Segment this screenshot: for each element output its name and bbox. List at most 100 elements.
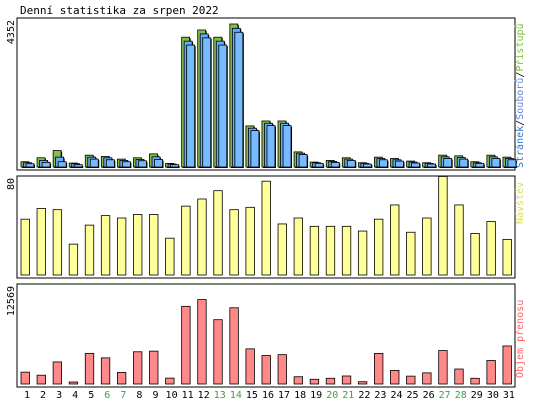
bar-volume-13	[213, 319, 223, 385]
bar-pages-13	[218, 44, 228, 168]
x-tick-label-2: 2	[40, 390, 46, 401]
panel-frame-3	[16, 283, 516, 388]
bar-visits-31	[502, 238, 512, 276]
bar-volume-8	[133, 351, 143, 385]
bar-pages-21	[346, 160, 356, 168]
y-max-label-visits: 80	[6, 178, 17, 190]
bar-pages-22	[362, 163, 372, 168]
bar-visits-29	[470, 233, 480, 276]
bar-volume-12	[197, 299, 207, 385]
bar-visits-2	[36, 208, 46, 276]
bar-visits-16	[261, 180, 271, 276]
bar-volume-30	[486, 360, 496, 385]
bar-volume-19	[309, 378, 320, 385]
bar-volume-17	[277, 354, 287, 385]
bar-visits-8	[133, 214, 143, 276]
bar-pages-29	[475, 162, 485, 168]
x-tick-label-8: 8	[136, 390, 142, 401]
bar-pages-15	[250, 130, 260, 168]
legend-hits-panel: Stránek/Souborů/Přístupů	[514, 23, 526, 168]
x-tick-label-23: 23	[374, 390, 386, 401]
bar-pages-14	[234, 31, 244, 168]
bar-pages-16	[266, 125, 276, 168]
bar-pages-27	[443, 158, 453, 168]
x-tick-label-20: 20	[326, 390, 338, 401]
x-tick-label-14: 14	[230, 390, 242, 401]
bar-visits-4	[68, 243, 79, 276]
x-tick-label-13: 13	[214, 390, 226, 401]
bar-visits-13	[213, 190, 223, 276]
bar-visits-14	[229, 209, 239, 276]
bar-pages-7	[121, 161, 131, 168]
bar-pages-11	[186, 44, 196, 168]
x-tick-label-10: 10	[166, 390, 178, 401]
bar-visits-24	[390, 204, 400, 276]
bar-visits-25	[406, 231, 416, 276]
bar-pages-4	[73, 164, 83, 168]
x-tick-label-16: 16	[262, 390, 274, 401]
bar-visits-12	[197, 198, 207, 276]
bar-volume-11	[181, 305, 191, 385]
bar-pages-19	[314, 162, 324, 168]
y-max-label-hits: 4352	[6, 20, 17, 44]
bar-pages-12	[202, 37, 212, 168]
panel-frame-2	[16, 175, 516, 279]
bar-volume-5	[84, 352, 95, 385]
bar-visits-26	[422, 217, 432, 276]
bar-volume-27	[438, 350, 448, 385]
bar-pages-18	[298, 154, 308, 168]
bar-volume-18	[293, 376, 303, 385]
x-tick-label-28: 28	[455, 390, 467, 401]
x-tick-label-7: 7	[120, 390, 126, 401]
bar-volume-16	[261, 355, 271, 385]
x-tick-label-21: 21	[342, 390, 354, 401]
bar-volume-29	[470, 377, 480, 385]
bar-volume-14	[229, 307, 239, 385]
bar-volume-24	[390, 370, 400, 385]
x-tick-label-30: 30	[487, 390, 499, 401]
bar-volume-3	[52, 361, 63, 385]
legend-visits: Návštěv	[514, 182, 526, 224]
bar-visits-27	[438, 176, 448, 276]
bar-visits-1	[20, 218, 30, 276]
bar-volume-31	[502, 345, 512, 385]
bar-pages-24	[395, 160, 404, 168]
bar-visits-7	[116, 217, 127, 276]
bar-pages-2	[41, 161, 51, 168]
bar-visits-30	[486, 221, 496, 276]
bar-volume-6	[100, 357, 111, 385]
bar-pages-3	[57, 161, 67, 168]
bar-visits-10	[165, 237, 175, 276]
bar-visits-18	[293, 217, 303, 276]
x-tick-label-12: 12	[198, 390, 210, 401]
bar-visits-15	[245, 206, 255, 276]
bar-pages-31	[507, 159, 517, 168]
bar-volume-1	[20, 371, 30, 385]
x-tick-label-22: 22	[358, 390, 370, 401]
bar-visits-20	[325, 225, 336, 276]
x-tick-label-4: 4	[72, 390, 78, 401]
legend-volume: Objem přenosu	[514, 300, 526, 378]
bar-pages-9	[154, 159, 163, 168]
bar-visits-23	[374, 218, 384, 276]
bar-volume-21	[341, 375, 352, 385]
legend-sep-1: /	[515, 120, 526, 126]
bar-volume-10	[165, 377, 175, 385]
bar-visits-5	[84, 224, 95, 276]
x-tick-label-27: 27	[439, 390, 451, 401]
bar-volume-9	[149, 350, 159, 385]
bar-pages-26	[427, 163, 437, 168]
y-max-label-volume: 12569	[6, 286, 17, 316]
bar-pages-17	[282, 125, 292, 168]
bar-pages-28	[459, 158, 469, 168]
legend-hits: Přístupů	[514, 23, 526, 71]
bar-volume-25	[406, 375, 416, 385]
bar-visits-3	[52, 209, 63, 276]
bar-visits-9	[149, 214, 159, 276]
x-tick-label-25: 25	[407, 390, 419, 401]
bar-pages-25	[411, 162, 420, 168]
bar-pages-23	[379, 159, 388, 168]
bar-visits-6	[100, 215, 111, 276]
